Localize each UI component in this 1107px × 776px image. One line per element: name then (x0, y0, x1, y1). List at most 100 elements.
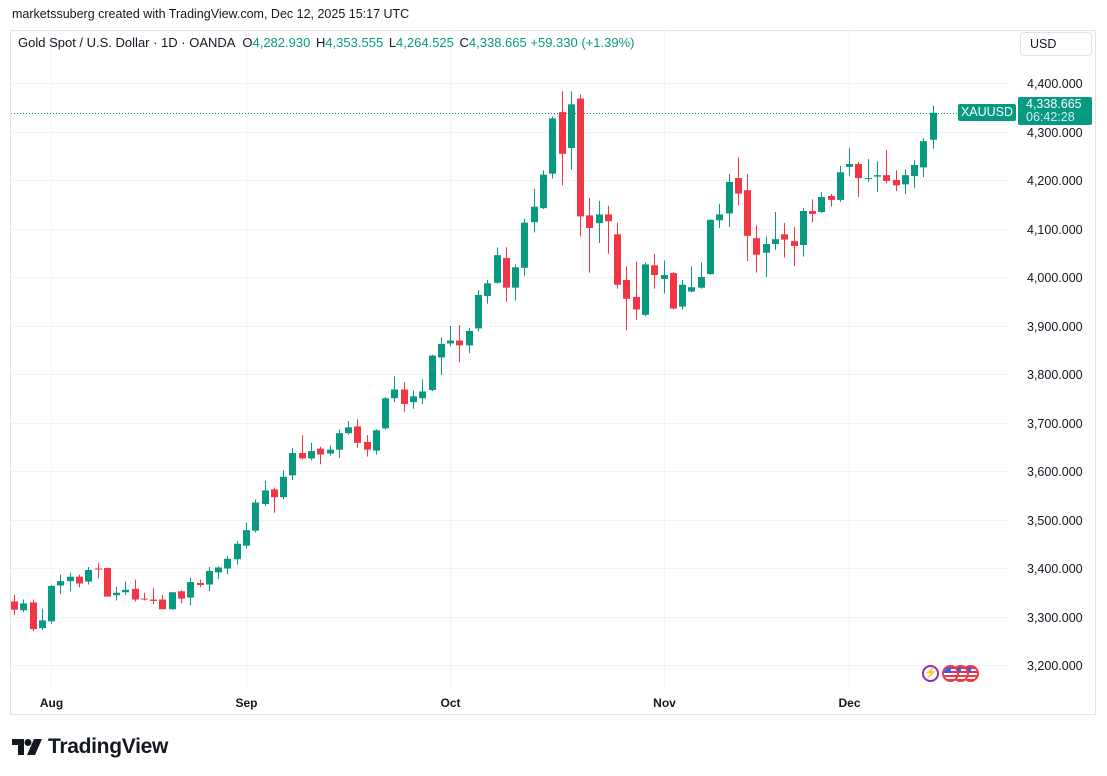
price-tick-label: 3,800.000 (1027, 368, 1083, 382)
candle (800, 208, 807, 257)
candle-body (874, 175, 881, 177)
candle (791, 227, 798, 266)
tradingview-logo[interactable]: TradingView (12, 734, 168, 760)
candle-body (336, 433, 343, 450)
candle-body (252, 502, 259, 531)
candle-body (484, 283, 491, 296)
candle (586, 197, 593, 273)
candle (262, 480, 269, 506)
currency-button[interactable]: USD (1020, 32, 1092, 56)
candle (614, 222, 621, 289)
candle-body (503, 258, 510, 288)
candle-body (893, 180, 900, 186)
candle (698, 262, 705, 289)
candle-body (494, 255, 501, 283)
candle (605, 205, 612, 254)
candle (818, 192, 825, 213)
candle (846, 147, 853, 177)
candle (661, 260, 668, 294)
candle-body (11, 601, 18, 610)
candle-body (855, 163, 862, 179)
candle-body (837, 172, 844, 200)
us-flag-icon[interactable] (942, 665, 959, 682)
candle-body (846, 163, 853, 167)
candle (20, 599, 27, 613)
candle-body (317, 448, 324, 455)
candle (67, 572, 74, 592)
candle-body (651, 265, 658, 276)
candle (568, 91, 575, 170)
candle (716, 203, 723, 229)
last-price-value: 4,338.665 (1026, 97, 1082, 111)
candle-body (623, 279, 630, 299)
symbol-title: Gold Spot / U.S. Dollar · 1D · OANDA (18, 35, 235, 50)
candle-body (289, 453, 296, 476)
candle (30, 599, 37, 632)
candle (243, 522, 250, 549)
candle (76, 574, 83, 588)
candle (494, 247, 501, 284)
candle (726, 173, 733, 228)
candle (466, 327, 473, 354)
candle (855, 162, 862, 197)
chart-frame (10, 30, 1096, 715)
candle-body (456, 340, 463, 346)
lightning-icon[interactable]: ⚡ (922, 665, 939, 682)
candle-body (57, 581, 64, 586)
candle-body (169, 592, 176, 610)
candle (308, 442, 315, 461)
candle-body (586, 215, 593, 229)
candle (104, 567, 111, 597)
candle (688, 266, 695, 293)
candle-body (39, 620, 46, 629)
candle-body (280, 476, 287, 498)
price-tick-label: 3,500.000 (1027, 514, 1083, 528)
candle (642, 262, 649, 317)
candle-body (271, 489, 278, 498)
high-value: 4,353.555 (325, 35, 384, 50)
candle-body (215, 567, 222, 573)
candle-body (800, 211, 807, 245)
economic-events[interactable]: ⚡ (922, 665, 1002, 685)
candle (141, 592, 148, 601)
candle-body (726, 181, 733, 214)
price-tick-label: 3,300.000 (1027, 611, 1083, 625)
candle (902, 169, 909, 195)
candle-body (911, 164, 918, 177)
candle (911, 160, 918, 189)
candle (132, 579, 139, 602)
candle (763, 236, 770, 277)
time-tick-label: Dec (838, 696, 860, 710)
candle (883, 149, 890, 184)
price-tick-label: 4,100.000 (1027, 223, 1083, 237)
price-tick-label: 3,200.000 (1027, 659, 1083, 673)
candle-body (262, 490, 269, 504)
candle-body (141, 598, 148, 600)
candle (781, 223, 788, 258)
candle-body (95, 568, 102, 570)
candle (549, 116, 556, 179)
price-tick-label: 4,400.000 (1027, 77, 1083, 91)
candle-body (772, 239, 779, 245)
candle-body (753, 238, 760, 255)
candle (809, 199, 816, 223)
candle (354, 419, 361, 448)
candle-body (930, 112, 937, 140)
candle-body (661, 275, 668, 279)
candle-body (85, 569, 92, 582)
symbol-legend: Gold Spot / U.S. Dollar · 1D · OANDA O4,… (18, 35, 634, 50)
candles (11, 91, 937, 632)
symbol-badge: XAUUSD (958, 104, 1016, 121)
high-label: H (315, 35, 326, 50)
time-tick-label: Aug (40, 696, 63, 710)
candle (429, 354, 436, 391)
candle-body (902, 175, 909, 185)
candle (345, 421, 352, 435)
candle-body (113, 592, 120, 596)
candle (874, 161, 881, 193)
candle (85, 567, 92, 585)
candle (206, 567, 213, 592)
candle (456, 325, 463, 363)
candle-body (159, 599, 166, 610)
